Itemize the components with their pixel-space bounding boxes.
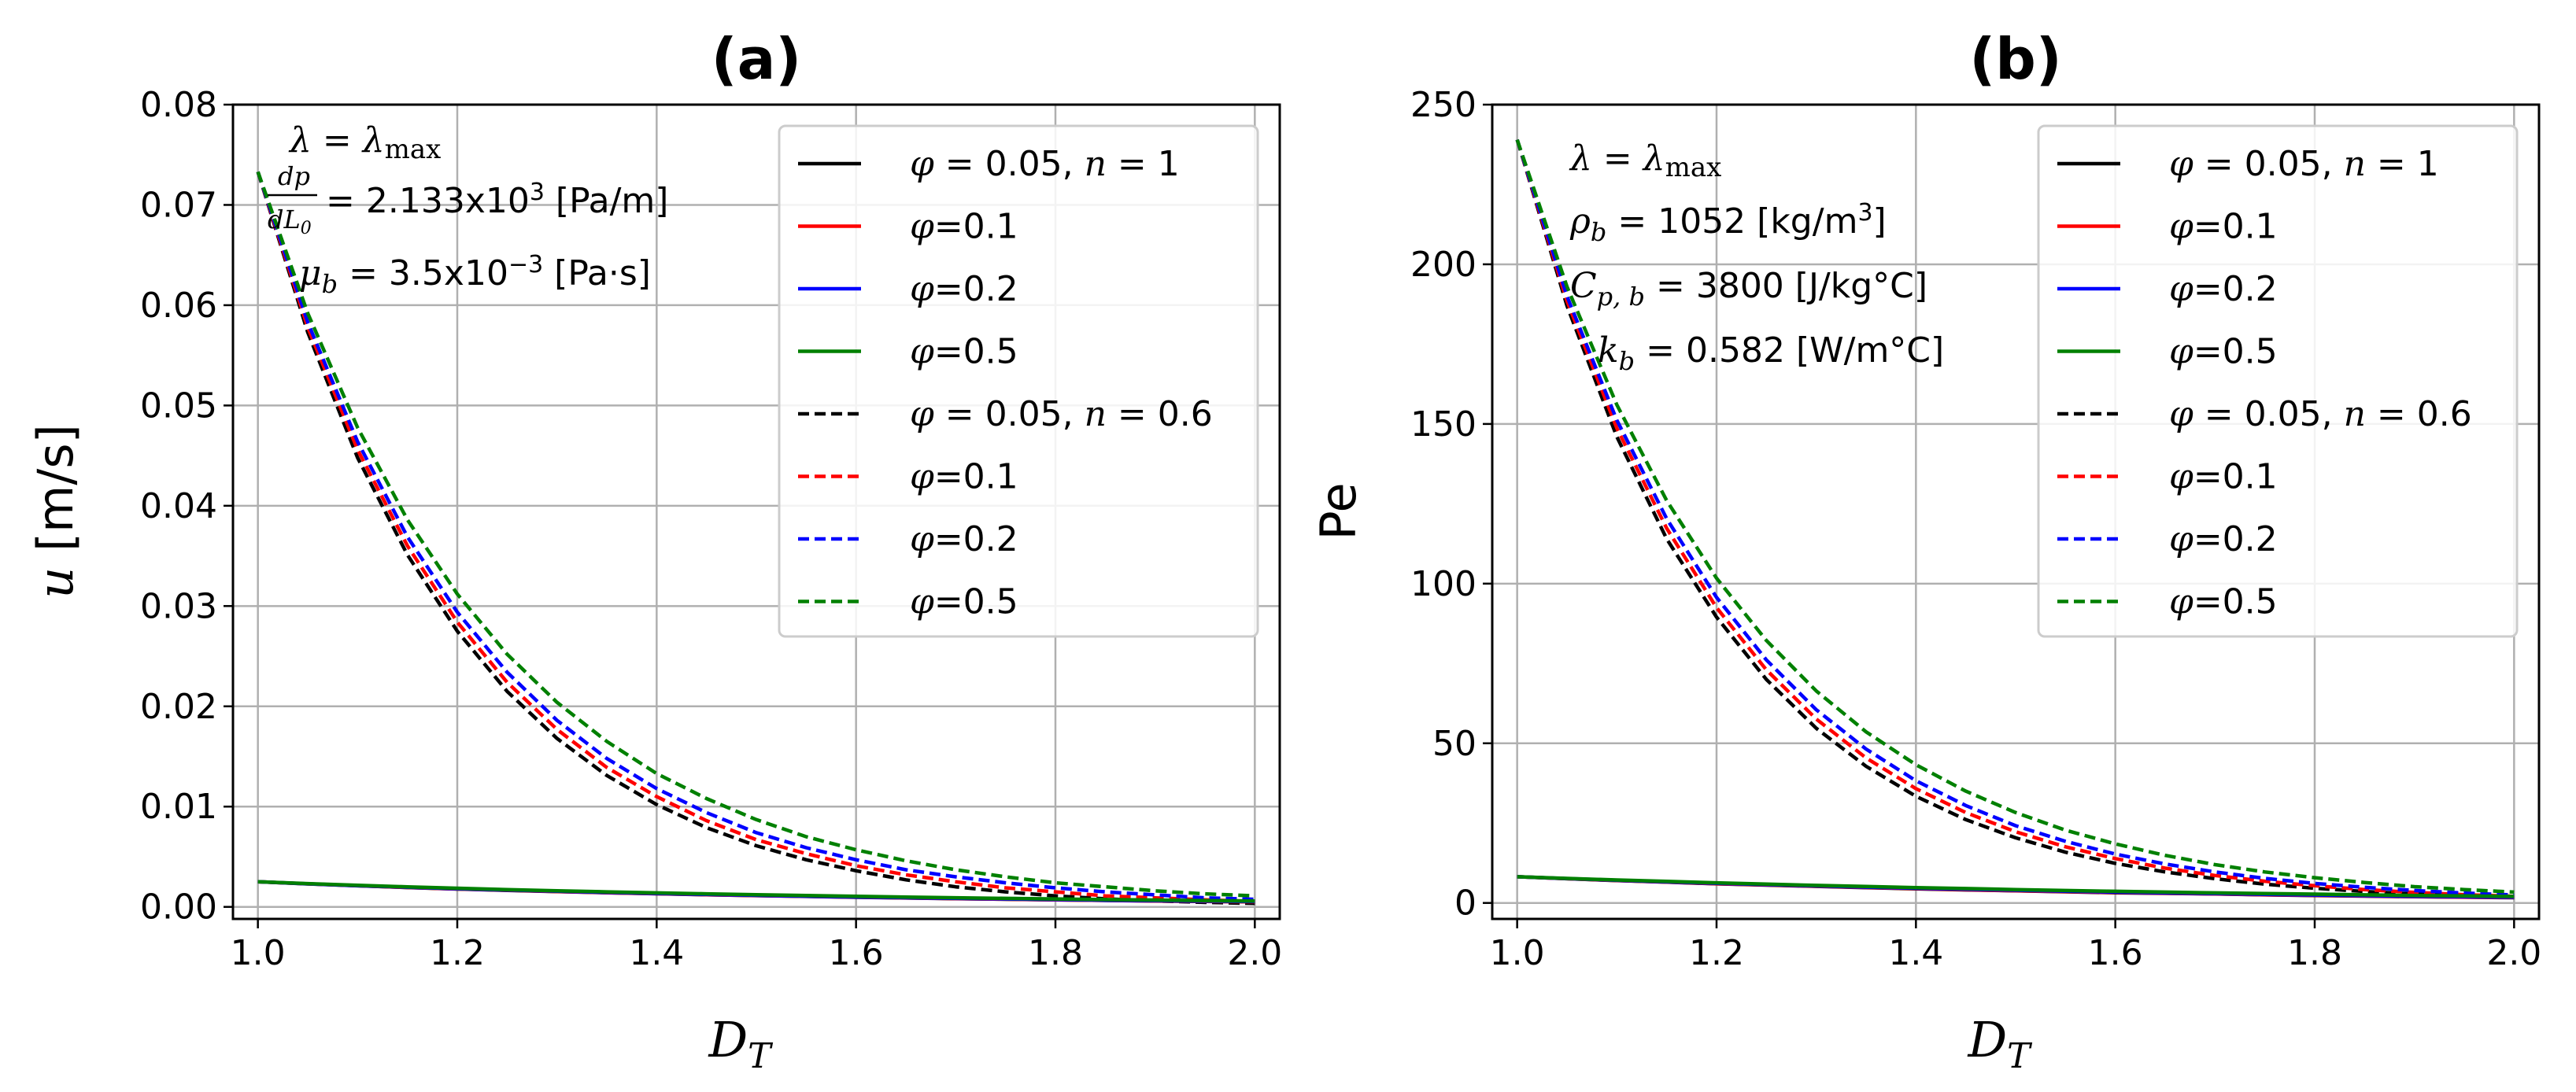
- panel-b-title: (b): [1969, 26, 2061, 92]
- legend-label: φ = 0.05, n = 1: [910, 144, 1180, 184]
- annotation-lambda: λ = λmax: [288, 120, 441, 165]
- panel-b-plot-frame: [1491, 103, 2541, 920]
- annotation-heat-capacity: Cp, b = 3800 [J/kg°C]: [1570, 266, 1927, 312]
- x-tick-label: 1.2: [1689, 933, 1744, 973]
- panel-b-xlabel: DT: [1967, 1011, 2033, 1076]
- panel-a: (a) 1.0 1.2 1.4 1.6 1.8 2.0 0.00 0.01 0.02 0.03 0.…: [27, 26, 1282, 1076]
- legend-frame: [778, 124, 1259, 638]
- legend-label: φ = 0.05, n = 1: [2169, 144, 2439, 184]
- y-tick-label: 0: [1454, 884, 1476, 924]
- legend-label: φ = 0.05, n = 0.6: [2169, 394, 2472, 434]
- y-tick-label: 250: [1410, 85, 1476, 125]
- series-line-5: [256, 171, 1255, 903]
- svg-text:= 2.133x103 [Pa/m]: = 2.133x103 [Pa/m]: [326, 179, 668, 221]
- panel-a-xlabel: DT: [708, 1011, 774, 1076]
- legend-label: φ=0.1: [2169, 207, 2278, 247]
- x-tick-label: 1.0: [231, 933, 286, 973]
- y-tick-label: 0.00: [140, 887, 217, 928]
- y-tick-label: 0.05: [140, 386, 217, 426]
- panel-b-ylabel: Pe: [1310, 482, 1367, 540]
- panel-a-annotations: λ = λmax dp dL0 = 2.133x103 [Pa/m] μb = …: [268, 120, 668, 299]
- panel-a-title: (a): [711, 26, 801, 92]
- y-tick-label: 150: [1410, 404, 1476, 445]
- series-line-3: [1517, 875, 2515, 898]
- x-tick-label: 1.0: [1490, 933, 1545, 973]
- y-tick-label: 200: [1410, 245, 1476, 285]
- legend-label: φ=0.2: [2169, 269, 2278, 309]
- annotation-viscosity: μb = 3.5x10−3 [Pa·s]: [299, 251, 651, 299]
- y-tick-label: 50: [1432, 724, 1476, 764]
- x-tick-label: 1.6: [2088, 933, 2143, 973]
- series-line-4: [1515, 138, 2515, 900]
- series-line-5: [1515, 138, 2515, 898]
- panel-b-ticks: 1.0 1.2 1.4 1.6 1.8 2.0 0 50 100 150 200 250: [1410, 85, 2541, 973]
- panel-a-ticks: 1.0 1.2 1.4 1.6 1.8 2.0 0.00 0.01 0.02 0.03 0.04 0.…: [140, 85, 1282, 973]
- series-line-7: [256, 171, 1255, 898]
- y-tick-label: 0.06: [140, 286, 217, 326]
- legend-label: φ=0.5: [2169, 582, 2278, 622]
- y-tick-label: 100: [1410, 564, 1476, 604]
- annotation-density: ρb = 1052 [kg/m3]: [1569, 199, 1887, 247]
- x-tick-label: 1.6: [829, 933, 884, 973]
- svg-text:dp: dp: [278, 161, 310, 191]
- panel-a-ylabel: u [m/s]: [27, 424, 84, 599]
- panel-b-annotations: λ = λmax ρb = 1052 [kg/m3] Cp, b = 3800 …: [1569, 138, 1944, 376]
- panel-b: (b) 1.0 1.2 1.4 1.6 1.8 2.0 0 50 100 150 200 250 DT…: [1310, 26, 2541, 1076]
- y-tick-label: 0.07: [140, 185, 217, 225]
- annotation-pressure-gradient: dp dL0 = 2.133x103 [Pa/m]: [268, 161, 668, 238]
- x-tick-label: 2.0: [1227, 933, 1282, 973]
- legend-label: φ=0.5: [910, 332, 1018, 372]
- x-tick-label: 1.4: [1888, 933, 1943, 973]
- legend-label: φ=0.1: [2169, 457, 2278, 497]
- x-tick-label: 1.2: [430, 933, 485, 973]
- legend-label: φ=0.1: [910, 207, 1018, 247]
- legend-label: φ=0.2: [2169, 519, 2278, 559]
- svg-text:dL0: dL0: [268, 205, 312, 238]
- panel-a-lines: [256, 171, 1255, 906]
- annotation-lambda: λ = λmax: [1569, 138, 1721, 183]
- x-tick-label: 2.0: [2486, 933, 2541, 973]
- series-line-6: [256, 171, 1255, 902]
- y-tick-label: 0.01: [140, 787, 217, 827]
- x-tick-label: 1.8: [1028, 933, 1083, 973]
- series-line-7: [1515, 138, 2515, 895]
- legend-label: φ=0.5: [2169, 332, 2278, 372]
- legend-label: φ = 0.05, n = 0.6: [910, 394, 1213, 434]
- panel-b-lines: [1515, 138, 2515, 900]
- series-line-6: [1515, 138, 2515, 897]
- legend-label: φ=0.5: [910, 582, 1018, 622]
- y-tick-label: 0.02: [140, 687, 217, 727]
- panel-a-plot-frame: [231, 103, 1281, 920]
- x-tick-label: 1.8: [2287, 933, 2342, 973]
- series-line-3: [257, 880, 1255, 903]
- y-tick-label: 0.03: [140, 586, 217, 626]
- annotation-conductivity: kb = 0.582 [W/m°C]: [1598, 330, 1944, 376]
- legend-label: φ=0.2: [910, 519, 1018, 559]
- y-tick-label: 0.08: [140, 85, 217, 125]
- legend-label: φ=0.2: [910, 269, 1018, 309]
- y-tick-label: 0.04: [140, 486, 217, 526]
- legend-label: φ=0.1: [910, 457, 1018, 497]
- panel-a-legend: φ = 0.05, n = 1 φ=0.1 φ=0.2 φ=0.5 φ = 0.05, …: [778, 124, 1259, 638]
- x-tick-label: 1.4: [629, 933, 684, 973]
- panel-b-legend: φ = 0.05, n = 1 φ=0.1 φ=0.2 φ=0.5 φ = 0.05, …: [2037, 124, 2519, 638]
- legend-frame: [2037, 124, 2519, 638]
